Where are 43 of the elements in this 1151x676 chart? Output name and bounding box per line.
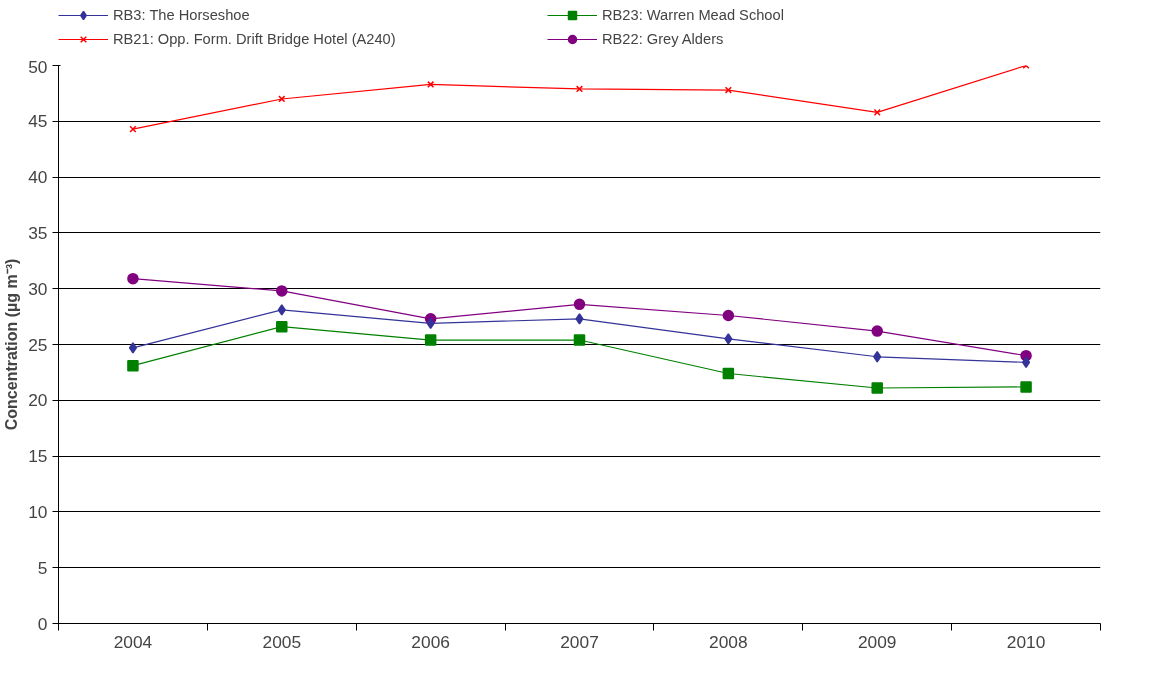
x-tick-label: 2007 xyxy=(560,631,599,652)
point xyxy=(128,342,138,354)
point xyxy=(722,367,735,380)
x-tick-label: 2004 xyxy=(113,631,153,652)
point xyxy=(276,285,288,297)
point xyxy=(724,333,733,345)
legend-label: RB22: Grey Alders xyxy=(602,31,725,47)
point xyxy=(575,85,584,93)
y-tick-label: 25 xyxy=(28,334,48,355)
y-tick-label: 30 xyxy=(28,278,48,299)
y-tick-label: 35 xyxy=(28,222,48,243)
point xyxy=(1021,356,1031,369)
point xyxy=(573,298,586,311)
y-tick-label: 45 xyxy=(28,111,48,132)
y-tick-label: 10 xyxy=(28,501,48,522)
x-tick-label: 2008 xyxy=(709,631,748,652)
y-tick-label: 40 xyxy=(28,167,48,188)
y-axis-title: Concentration (µg m⁻³) xyxy=(3,258,21,431)
point xyxy=(722,309,735,322)
point xyxy=(575,313,584,325)
legend-label: RB23: Warren Mead School xyxy=(602,7,785,23)
y-tick-label: 0 xyxy=(37,613,48,634)
x-tick-label: 2005 xyxy=(262,631,302,652)
point xyxy=(871,325,883,337)
point xyxy=(127,272,139,285)
y-tick-label: 20 xyxy=(28,390,48,411)
point xyxy=(573,334,586,346)
y-tick-label: 5 xyxy=(37,557,48,578)
point xyxy=(424,334,437,346)
point xyxy=(129,125,137,133)
y-tick-label: 50 xyxy=(28,56,48,77)
legend-label: RB3: The Horseshoe xyxy=(113,7,251,23)
point xyxy=(873,351,882,363)
x-tick-label: 2010 xyxy=(1006,631,1046,652)
point xyxy=(277,304,286,316)
point xyxy=(1020,381,1032,393)
x-tick-label: 2006 xyxy=(411,631,450,652)
y-tick-label: 15 xyxy=(28,446,48,467)
point xyxy=(127,359,139,372)
legend-label: RB21: Opp. Form. Drift Bridge Hotel (A240) xyxy=(113,31,397,47)
point xyxy=(871,382,883,394)
point xyxy=(276,320,288,333)
x-tick-label: 2009 xyxy=(857,631,897,652)
